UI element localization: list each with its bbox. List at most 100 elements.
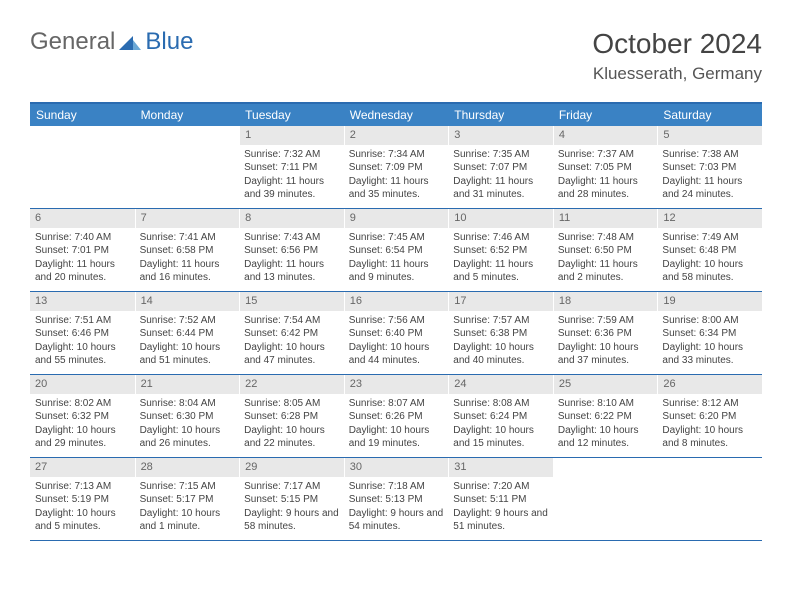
- day-number: 13: [30, 292, 135, 311]
- sunset-line: Sunset: 7:11 PM: [244, 161, 339, 175]
- day-number: 3: [448, 126, 553, 145]
- sunrise-line: Sunrise: 8:08 AM: [453, 397, 548, 411]
- daylight-line: Daylight: 10 hours and 40 minutes.: [453, 341, 548, 368]
- day-body: Sunrise: 7:49 AMSunset: 6:48 PMDaylight:…: [657, 228, 762, 291]
- daylight-line: Daylight: 9 hours and 58 minutes.: [244, 507, 339, 534]
- sunset-line: Sunset: 6:50 PM: [558, 244, 653, 258]
- day-cell: 2Sunrise: 7:34 AMSunset: 7:09 PMDaylight…: [344, 126, 449, 208]
- day-body: Sunrise: 7:15 AMSunset: 5:17 PMDaylight:…: [135, 477, 240, 540]
- sunset-line: Sunset: 6:24 PM: [453, 410, 548, 424]
- week-row: 20Sunrise: 8:02 AMSunset: 6:32 PMDayligh…: [30, 375, 762, 458]
- day-body: Sunrise: 8:02 AMSunset: 6:32 PMDaylight:…: [30, 394, 135, 457]
- daylight-line: Daylight: 10 hours and 51 minutes.: [140, 341, 235, 368]
- sunrise-line: Sunrise: 7:45 AM: [349, 231, 444, 245]
- sunrise-line: Sunrise: 8:05 AM: [244, 397, 339, 411]
- daylight-line: Daylight: 11 hours and 13 minutes.: [244, 258, 339, 285]
- day-body: Sunrise: 7:37 AMSunset: 7:05 PMDaylight:…: [553, 145, 658, 208]
- day-body: Sunrise: 7:18 AMSunset: 5:13 PMDaylight:…: [344, 477, 449, 540]
- day-number: 4: [553, 126, 658, 145]
- day-number: 16: [344, 292, 449, 311]
- day-number: 8: [239, 209, 344, 228]
- daylight-line: Daylight: 10 hours and 55 minutes.: [35, 341, 130, 368]
- day-number: 29: [239, 458, 344, 477]
- day-body: Sunrise: 8:08 AMSunset: 6:24 PMDaylight:…: [448, 394, 553, 457]
- day-cell: 22Sunrise: 8:05 AMSunset: 6:28 PMDayligh…: [239, 375, 344, 457]
- day-body: Sunrise: 7:56 AMSunset: 6:40 PMDaylight:…: [344, 311, 449, 374]
- sunset-line: Sunset: 7:01 PM: [35, 244, 130, 258]
- day-number: 9: [344, 209, 449, 228]
- day-number: 5: [657, 126, 762, 145]
- day-number: 2: [344, 126, 449, 145]
- sunset-line: Sunset: 6:40 PM: [349, 327, 444, 341]
- day-cell: [657, 458, 762, 540]
- daylight-line: Daylight: 11 hours and 28 minutes.: [558, 175, 653, 202]
- weekday-label: Tuesday: [239, 104, 344, 126]
- daylight-line: Daylight: 9 hours and 54 minutes.: [349, 507, 444, 534]
- day-number: 22: [239, 375, 344, 394]
- day-body: Sunrise: 7:48 AMSunset: 6:50 PMDaylight:…: [553, 228, 658, 291]
- sunset-line: Sunset: 7:07 PM: [453, 161, 548, 175]
- location: Kluesserath, Germany: [592, 64, 762, 84]
- weekday-header: SundayMondayTuesdayWednesdayThursdayFrid…: [30, 104, 762, 126]
- month-title: October 2024: [592, 28, 762, 60]
- day-body: Sunrise: 7:46 AMSunset: 6:52 PMDaylight:…: [448, 228, 553, 291]
- daylight-line: Daylight: 11 hours and 5 minutes.: [453, 258, 548, 285]
- sunrise-line: Sunrise: 8:07 AM: [349, 397, 444, 411]
- daylight-line: Daylight: 10 hours and 37 minutes.: [558, 341, 653, 368]
- day-number: 14: [135, 292, 240, 311]
- day-cell: 11Sunrise: 7:48 AMSunset: 6:50 PMDayligh…: [553, 209, 658, 291]
- day-body: Sunrise: 7:17 AMSunset: 5:15 PMDaylight:…: [239, 477, 344, 540]
- week-row: 13Sunrise: 7:51 AMSunset: 6:46 PMDayligh…: [30, 292, 762, 375]
- day-number: 21: [135, 375, 240, 394]
- sunset-line: Sunset: 6:38 PM: [453, 327, 548, 341]
- sunset-line: Sunset: 6:34 PM: [662, 327, 757, 341]
- day-body: Sunrise: 7:32 AMSunset: 7:11 PMDaylight:…: [239, 145, 344, 208]
- day-number: 28: [135, 458, 240, 477]
- daylight-line: Daylight: 11 hours and 31 minutes.: [453, 175, 548, 202]
- daylight-line: Daylight: 11 hours and 20 minutes.: [35, 258, 130, 285]
- sunrise-line: Sunrise: 7:15 AM: [140, 480, 235, 494]
- day-cell: [30, 126, 135, 208]
- week-row: 6Sunrise: 7:40 AMSunset: 7:01 PMDaylight…: [30, 209, 762, 292]
- daylight-line: Daylight: 10 hours and 1 minute.: [140, 507, 235, 534]
- sunset-line: Sunset: 5:11 PM: [453, 493, 548, 507]
- day-number: 26: [657, 375, 762, 394]
- day-number: 15: [239, 292, 344, 311]
- weekday-label: Wednesday: [344, 104, 449, 126]
- sunrise-line: Sunrise: 7:49 AM: [662, 231, 757, 245]
- day-cell: 4Sunrise: 7:37 AMSunset: 7:05 PMDaylight…: [553, 126, 658, 208]
- day-cell: 19Sunrise: 8:00 AMSunset: 6:34 PMDayligh…: [657, 292, 762, 374]
- day-number: 10: [448, 209, 553, 228]
- daylight-line: Daylight: 10 hours and 58 minutes.: [662, 258, 757, 285]
- sunrise-line: Sunrise: 7:52 AM: [140, 314, 235, 328]
- day-body: Sunrise: 7:43 AMSunset: 6:56 PMDaylight:…: [239, 228, 344, 291]
- daylight-line: Daylight: 10 hours and 26 minutes.: [140, 424, 235, 451]
- day-number: 17: [448, 292, 553, 311]
- daylight-line: Daylight: 10 hours and 29 minutes.: [35, 424, 130, 451]
- day-body: Sunrise: 7:34 AMSunset: 7:09 PMDaylight:…: [344, 145, 449, 208]
- daylight-line: Daylight: 11 hours and 16 minutes.: [140, 258, 235, 285]
- sunset-line: Sunset: 6:54 PM: [349, 244, 444, 258]
- sunrise-line: Sunrise: 7:32 AM: [244, 148, 339, 162]
- day-body: Sunrise: 8:00 AMSunset: 6:34 PMDaylight:…: [657, 311, 762, 374]
- sunset-line: Sunset: 5:13 PM: [349, 493, 444, 507]
- sunrise-line: Sunrise: 7:59 AM: [558, 314, 653, 328]
- title-block: October 2024 Kluesserath, Germany: [592, 28, 762, 84]
- daylight-line: Daylight: 10 hours and 12 minutes.: [558, 424, 653, 451]
- sunset-line: Sunset: 5:17 PM: [140, 493, 235, 507]
- day-number: 1: [239, 126, 344, 145]
- daylight-line: Daylight: 9 hours and 51 minutes.: [453, 507, 548, 534]
- day-body: Sunrise: 7:59 AMSunset: 6:36 PMDaylight:…: [553, 311, 658, 374]
- day-cell: 10Sunrise: 7:46 AMSunset: 6:52 PMDayligh…: [448, 209, 553, 291]
- daylight-line: Daylight: 10 hours and 33 minutes.: [662, 341, 757, 368]
- day-body: Sunrise: 8:05 AMSunset: 6:28 PMDaylight:…: [239, 394, 344, 457]
- day-cell: 14Sunrise: 7:52 AMSunset: 6:44 PMDayligh…: [135, 292, 240, 374]
- daylight-line: Daylight: 11 hours and 2 minutes.: [558, 258, 653, 285]
- sunset-line: Sunset: 5:19 PM: [35, 493, 130, 507]
- day-body: Sunrise: 7:57 AMSunset: 6:38 PMDaylight:…: [448, 311, 553, 374]
- day-body: Sunrise: 7:45 AMSunset: 6:54 PMDaylight:…: [344, 228, 449, 291]
- day-cell: 31Sunrise: 7:20 AMSunset: 5:11 PMDayligh…: [448, 458, 553, 540]
- day-body: Sunrise: 8:12 AMSunset: 6:20 PMDaylight:…: [657, 394, 762, 457]
- day-body: Sunrise: 7:51 AMSunset: 6:46 PMDaylight:…: [30, 311, 135, 374]
- sunset-line: Sunset: 5:15 PM: [244, 493, 339, 507]
